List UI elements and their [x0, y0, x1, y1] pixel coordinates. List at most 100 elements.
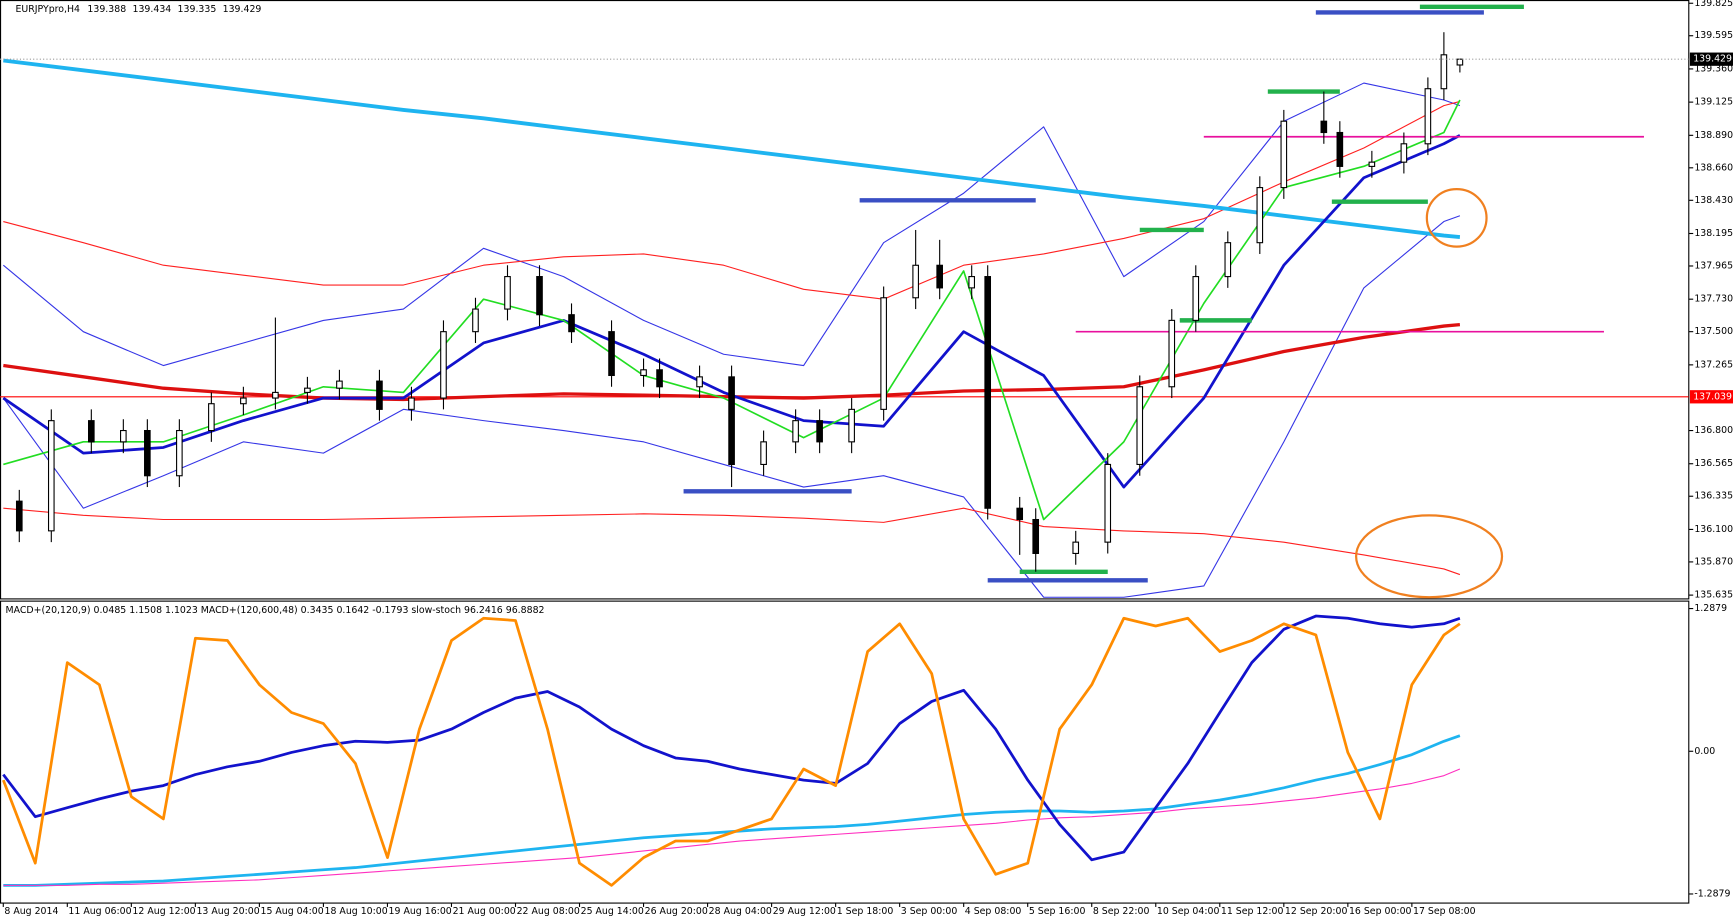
x-tick-label: 26 Aug 20:00	[645, 906, 708, 917]
y-tick-label: 137.265	[1694, 359, 1733, 370]
y-tick-label: 139.125	[1694, 97, 1733, 108]
x-tick-label: 5 Sep 16:00	[1029, 906, 1086, 917]
candle-body	[272, 391, 279, 399]
y-tick-label: 136.800	[1694, 425, 1733, 436]
x-tick-label: 22 Aug 08:00	[517, 906, 580, 917]
candle-body	[1320, 120, 1328, 134]
x-tick-label: 11 Sep 12:00	[1221, 906, 1284, 917]
y-tick-label: 138.890	[1694, 130, 1733, 141]
candle-body	[1400, 143, 1408, 163]
candle-body	[728, 376, 735, 466]
x-tick-label: 18 Aug 10:00	[325, 906, 388, 917]
annotation-ellipse	[1355, 514, 1504, 599]
y-tick-label: 138.195	[1694, 228, 1733, 239]
x-tick-label: 21 Aug 00:00	[453, 906, 516, 917]
indicator-plot	[2, 614, 1461, 887]
candle-body	[1136, 386, 1144, 466]
last-price-label: 139.429	[1693, 54, 1732, 65]
candle-body	[536, 276, 543, 316]
y-tick-label: 135.635	[1694, 590, 1733, 601]
candle-body	[984, 276, 992, 509]
last-open: 139.388	[87, 3, 126, 14]
candle-body	[1224, 242, 1232, 278]
indicator-line	[3, 99, 1461, 521]
candle-body	[568, 314, 575, 333]
candle-body	[1032, 518, 1040, 554]
x-tick-label: 11 Aug 06:00	[68, 906, 131, 917]
last-low: 139.335	[178, 3, 217, 14]
candle-body	[336, 380, 343, 389]
annotation-ellipse	[1425, 188, 1488, 248]
indicator-line	[2, 614, 1461, 862]
indicator-line	[2, 215, 1461, 598]
candle-body	[1192, 276, 1200, 321]
candle-body	[120, 429, 127, 443]
last-high: 139.434	[132, 3, 171, 14]
x-tick-label: 16 Sep 00:00	[1349, 906, 1412, 917]
candle-body	[968, 276, 976, 289]
y-tick-label: 0.00	[1694, 746, 1715, 757]
indicator-line	[3, 58, 1461, 239]
indicator-line	[2, 82, 1461, 367]
symbol-title: EURJPYpro,H4	[15, 3, 80, 14]
candle-body	[504, 276, 511, 310]
candle-body	[47, 420, 55, 532]
y-tick-label: 136.565	[1694, 458, 1733, 469]
candle-body	[1440, 54, 1448, 90]
candle-body	[936, 264, 943, 289]
candle-body	[304, 387, 311, 393]
candle-body	[1424, 88, 1432, 145]
candle-body	[472, 308, 479, 333]
y-tick-label: 139.825	[1694, 0, 1733, 9]
candle-body	[608, 331, 615, 377]
candle-body	[848, 408, 855, 443]
main-panel	[0, 0, 1690, 600]
x-tick-label: 19 Aug 16:00	[389, 906, 452, 917]
indicator-title: MACD+(20,120,9) 0.0485 1.1508 1.1023 MAC…	[6, 605, 545, 616]
candle-body	[792, 420, 799, 443]
y-tick-label: 139.360	[1694, 63, 1733, 74]
x-tick-label: 15 Aug 04:00	[260, 906, 323, 917]
x-tick-label: 10 Sep 04:00	[1157, 906, 1220, 917]
candle-body	[696, 376, 703, 388]
level-label: 137.039	[1693, 391, 1732, 402]
last-price-bg	[1689, 52, 1733, 66]
candle-body	[1072, 541, 1080, 554]
x-tick-label: 1 Sep 18:00	[837, 906, 894, 917]
main-plot	[0, 4, 1689, 598]
x-tick-label: 3 Sep 00:00	[901, 906, 958, 917]
candle-body	[1456, 58, 1464, 66]
indicator-line	[3, 768, 1461, 886]
indicator-line	[3, 507, 1461, 576]
indicator-line	[2, 616, 1461, 887]
y-tick-label: 137.965	[1694, 260, 1733, 271]
x-tick-label: 13 Aug 20:00	[196, 906, 259, 917]
x-tick-label: 29 Aug 12:00	[773, 906, 836, 917]
candle-body	[760, 441, 767, 466]
candle-body	[640, 369, 647, 377]
y-tick-label: -1.2879	[1694, 888, 1730, 899]
candle-body	[1016, 507, 1024, 521]
candle-body	[144, 429, 151, 477]
candle-body	[912, 264, 919, 299]
candle-body	[176, 429, 183, 477]
x-tick-label: 12 Sep 20:00	[1285, 906, 1348, 917]
y-tick-label: 139.595	[1694, 30, 1733, 41]
candle-body	[376, 380, 383, 410]
candle-body	[1256, 187, 1264, 244]
x-tick-label: 17 Sep 08:00	[1413, 906, 1476, 917]
candle-body	[816, 420, 823, 443]
y-tick-label: 137.730	[1694, 294, 1733, 305]
level-label-bg	[1689, 390, 1733, 404]
candle-body	[440, 331, 447, 399]
candle-body	[408, 397, 415, 410]
x-tick-label: 8 Sep 22:00	[1093, 906, 1150, 917]
y-tick-label: 136.335	[1694, 491, 1733, 502]
candle-body	[240, 397, 247, 405]
candle-body	[208, 403, 215, 432]
candle-body	[1104, 463, 1112, 543]
x-tick-label: 28 Aug 04:00	[709, 906, 772, 917]
candle-body	[1168, 319, 1176, 388]
